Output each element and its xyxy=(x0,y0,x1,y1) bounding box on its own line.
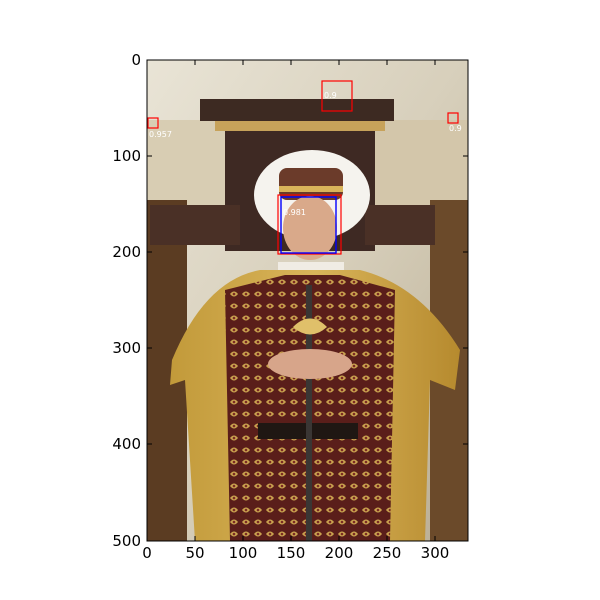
throne-canopy-trim xyxy=(215,121,385,131)
y-tick-label: 300 xyxy=(112,339,141,357)
face xyxy=(283,196,337,260)
sword-blade xyxy=(306,285,312,541)
throne-side-right xyxy=(365,205,435,245)
detections-layer: 0.981 0.957 0.9 0.9 xyxy=(147,80,462,255)
detection-label-top: 0.9 xyxy=(324,91,337,100)
x-tick-label: 150 xyxy=(277,544,306,562)
detection-label-face: 0.981 xyxy=(283,208,306,217)
x-tick-label: 0 xyxy=(142,544,152,562)
detection-box-right xyxy=(447,112,459,124)
hands xyxy=(268,349,352,379)
detection-label-right: 0.9 xyxy=(449,124,462,133)
hat-band xyxy=(279,186,343,192)
x-tick-label: 300 xyxy=(421,544,450,562)
axes-frame xyxy=(146,59,469,542)
x-tick-label: 50 xyxy=(185,544,204,562)
y-tick-label: 200 xyxy=(112,243,141,261)
ground-truth-box xyxy=(280,196,337,254)
tent-draping-right xyxy=(370,120,468,210)
sword-hilt xyxy=(293,318,327,335)
detection-box-left xyxy=(147,117,159,129)
y-tick-label: 400 xyxy=(112,435,141,453)
x-tick-label: 250 xyxy=(373,544,402,562)
y-tick-label: 100 xyxy=(112,147,141,165)
detection-box-face xyxy=(277,194,342,255)
x-tick-label: 200 xyxy=(325,544,354,562)
x-axis: 0 50 100 150 200 250 300 xyxy=(142,60,449,562)
x-tick-label: 100 xyxy=(229,544,258,562)
y-tick-label: 0 xyxy=(131,51,141,69)
detection-label-left: 0.957 xyxy=(149,130,172,139)
throne-canopy-top xyxy=(200,99,394,121)
y-tick-label: 500 xyxy=(112,532,141,550)
tent-draping-left xyxy=(147,120,227,210)
throne-side-left xyxy=(150,205,240,245)
y-axis: 0 100 200 300 400 500 xyxy=(112,51,468,550)
photo xyxy=(147,60,468,541)
detection-box-top xyxy=(321,80,353,112)
